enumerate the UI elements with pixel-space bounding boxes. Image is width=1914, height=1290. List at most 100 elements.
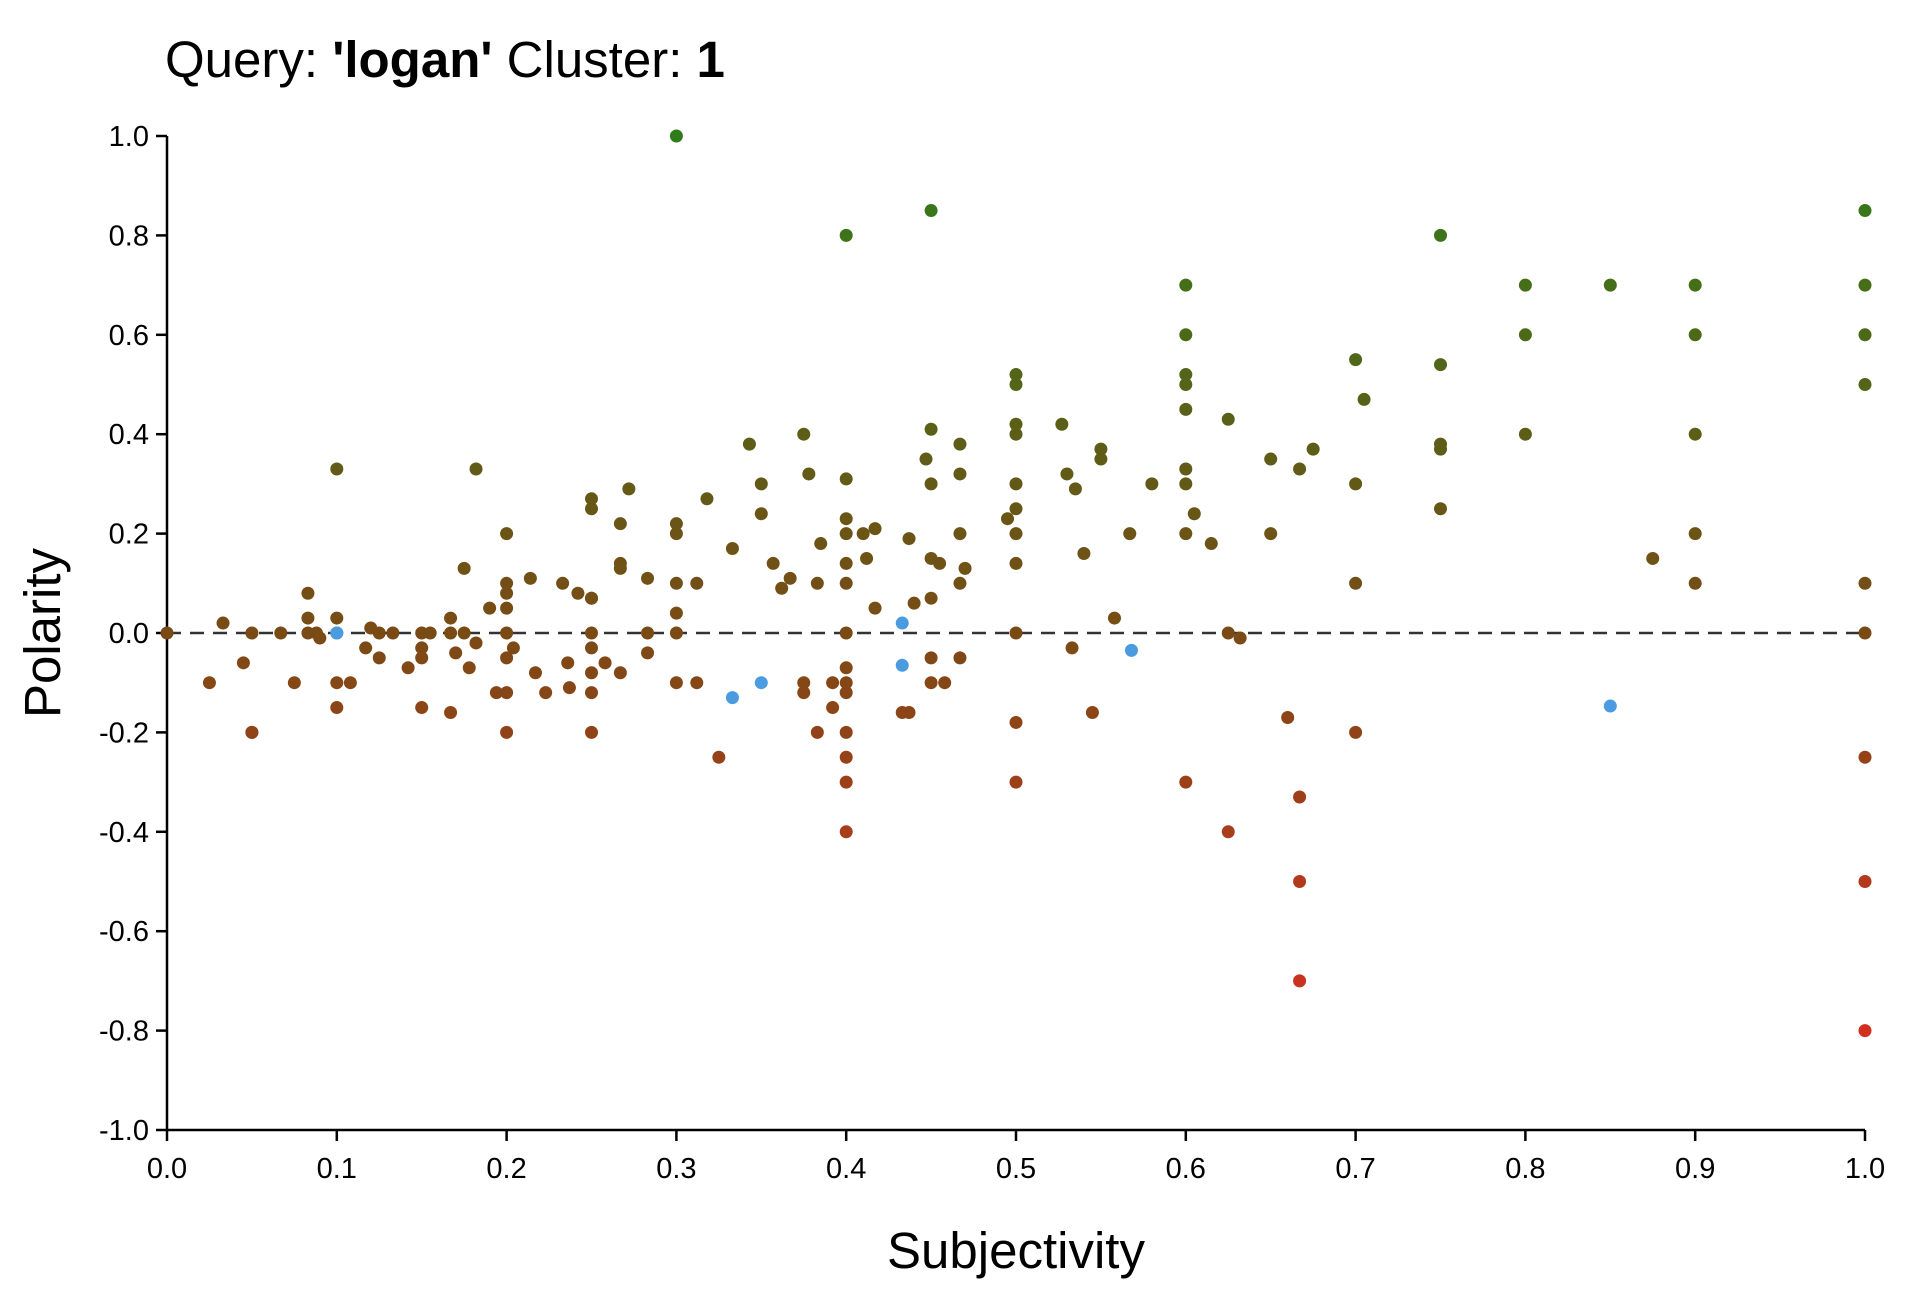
data-point <box>1009 502 1023 516</box>
data-point <box>469 636 483 650</box>
data-point <box>1085 706 1099 720</box>
data-point <box>953 651 967 665</box>
data-point <box>933 556 947 570</box>
data-point <box>1858 1024 1872 1038</box>
data-point <box>839 472 853 486</box>
data-point <box>1068 482 1082 496</box>
x-tick-label: 0.5 <box>996 1153 1036 1185</box>
data-point <box>528 666 542 680</box>
data-point <box>641 571 655 585</box>
data-point <box>483 601 497 615</box>
data-point <box>868 601 882 615</box>
x-tick-label: 0.4 <box>826 1153 866 1185</box>
data-point <box>489 686 503 700</box>
data-point <box>839 527 853 541</box>
x-tick-label: 1.0 <box>1845 1153 1885 1185</box>
highlight-point <box>725 691 739 705</box>
highlight-point <box>895 658 909 672</box>
data-point <box>1858 750 1872 764</box>
x-tick-label: 0.8 <box>1505 1153 1545 1185</box>
data-point <box>1858 328 1872 342</box>
data-point <box>301 586 315 600</box>
data-point <box>1264 452 1278 466</box>
data-point <box>1293 875 1307 888</box>
data-point <box>457 626 471 640</box>
y-tick-label: -1.0 <box>99 1115 149 1147</box>
data-point <box>415 651 429 665</box>
data-point <box>585 725 598 739</box>
data-point <box>1077 546 1091 560</box>
data-point <box>669 676 683 690</box>
data-point <box>1179 775 1193 789</box>
data-point <box>1001 512 1015 526</box>
highlight-point <box>1124 643 1138 657</box>
data-point <box>1009 477 1023 491</box>
data-point <box>953 437 967 451</box>
data-point <box>1293 790 1307 804</box>
data-point <box>1858 875 1872 888</box>
data-point <box>690 576 704 590</box>
data-point <box>924 591 938 605</box>
data-point <box>330 701 344 715</box>
highlight-point <box>754 676 768 690</box>
data-point <box>330 462 344 476</box>
data-point <box>585 641 598 655</box>
data-point <box>330 611 344 625</box>
data-point <box>902 532 916 546</box>
data-point <box>669 129 683 143</box>
highlight-point <box>1603 699 1617 713</box>
data-point <box>1009 417 1023 431</box>
data-point <box>1434 228 1447 242</box>
data-point <box>725 542 739 556</box>
data-point <box>1009 368 1023 382</box>
data-point <box>1349 725 1363 739</box>
data-point <box>444 626 458 640</box>
data-point <box>924 422 938 436</box>
data-point <box>523 571 537 585</box>
data-point <box>924 477 938 491</box>
data-point <box>500 725 514 739</box>
y-axis: 1.0 0.8 0.6 0.4 0.2 0.0 -0.2 -0.4 -0.6 -0.8 -1.0 <box>99 121 169 1147</box>
data-point <box>571 586 585 600</box>
x-axis: 0.0 0.1 0.2 0.3 0.4 0.5 0.6 0.7 0.8 0.9 1.0 <box>147 1128 1885 1185</box>
data-point <box>1094 442 1108 456</box>
data-point <box>1179 402 1193 416</box>
data-point <box>1009 427 1023 441</box>
x-tick-label: 0.3 <box>656 1153 696 1185</box>
data-point <box>1646 551 1660 565</box>
x-tick-label: 0.9 <box>1675 1153 1715 1185</box>
data-point <box>598 656 612 670</box>
data-point <box>1293 462 1307 476</box>
x-tick-label: 0.2 <box>486 1153 526 1185</box>
data-point <box>1179 462 1193 476</box>
data-point <box>1688 427 1702 441</box>
title-cluster-value: 1 <box>696 31 725 88</box>
data-point <box>669 626 683 640</box>
data-point <box>1434 502 1447 516</box>
data-point <box>401 661 415 675</box>
data-point <box>1179 378 1193 391</box>
data-point <box>1009 626 1023 640</box>
data-point <box>1221 412 1235 426</box>
data-point <box>386 626 400 640</box>
data-point <box>585 626 598 640</box>
data-point <box>202 676 216 690</box>
data-point <box>1179 368 1193 382</box>
y-tick-label: 0.8 <box>109 220 149 252</box>
data-point <box>839 750 853 764</box>
data-point <box>802 467 816 481</box>
y-tick-label: -0.2 <box>99 717 149 749</box>
data-point <box>669 576 683 590</box>
data-point <box>444 611 458 625</box>
data-point <box>839 686 853 700</box>
data-point <box>1009 556 1023 570</box>
data-point <box>1688 328 1702 342</box>
data-point <box>826 701 840 715</box>
data-point <box>669 606 683 620</box>
data-point <box>500 601 514 615</box>
data-point <box>622 482 636 496</box>
data-point <box>839 228 853 242</box>
data-point <box>1221 825 1235 839</box>
data-point <box>1065 641 1079 655</box>
y-tick-label: 0.2 <box>109 519 149 551</box>
